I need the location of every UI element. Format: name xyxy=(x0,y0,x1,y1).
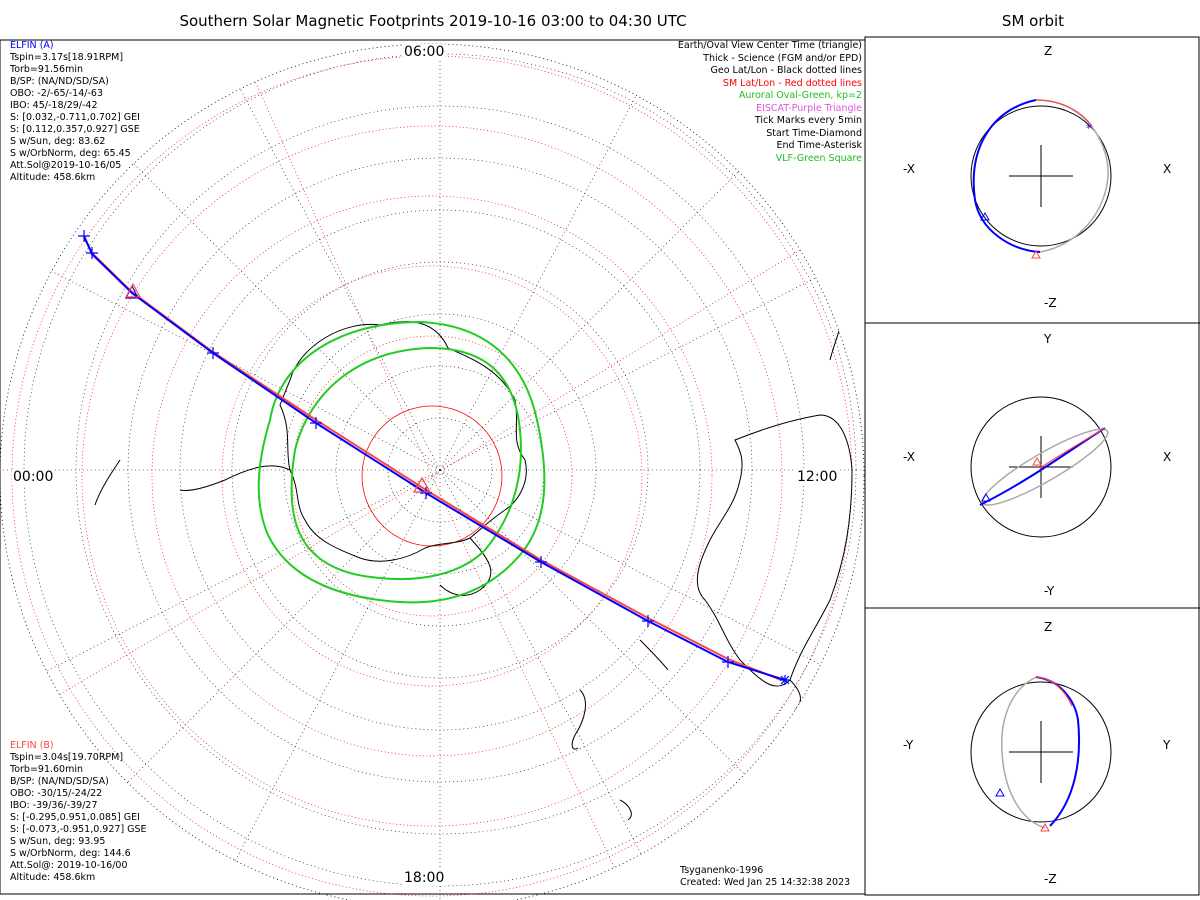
orbit-panel-xy xyxy=(970,396,1112,538)
panel1-bottom-label: -Z xyxy=(1044,296,1057,310)
legend-item: Auroral Oval-Green, kp=2 xyxy=(738,90,862,101)
elfin-a-line: S: [0.112,0.357,0.927] GSE xyxy=(10,124,140,135)
elfin-a-line: Altitude: 458.6km xyxy=(10,172,96,183)
mlt-label-right: 12:00 xyxy=(796,469,839,485)
svg-text:*: * xyxy=(1086,122,1092,135)
elfin-a-line: B/SP: (NA/ND/SD/SA) xyxy=(10,76,109,87)
elfin-b-line: S w/Sun, deg: 93.95 xyxy=(10,836,106,847)
elfin-a-info: ELFIN (A) Tspin=3.17s[18.91RPM] Torb=91.… xyxy=(10,40,140,184)
elfin-b-line: Tspin=3.04s[19.70RPM] xyxy=(10,752,124,763)
orbit-panel-xz: * xyxy=(970,99,1112,259)
elfin-a-line: IBO: 45/-18/29/-42 xyxy=(10,100,98,111)
elfin-a-line: OBO: -2/-65/-14/-63 xyxy=(10,88,103,99)
legend-item: Earth/Oval View Center Time (triangle) xyxy=(677,40,862,51)
panel2-top-label: Y xyxy=(1044,332,1052,346)
legend-item: Tick Marks every 5min xyxy=(754,115,862,126)
mlt-label-bottom: 18:00 xyxy=(403,870,446,886)
model-label: Tsyganenko-1996 xyxy=(680,865,764,876)
elfin-a-line: S: [0.032,-0.711,0.702] GEI xyxy=(10,112,140,123)
elfin-a-line: Torb=91.56min xyxy=(10,64,84,75)
view-center-triangle xyxy=(412,476,432,493)
elfin-b-line: Att.Sol@: 2019-10-16/00 xyxy=(10,860,128,871)
orbit-frame xyxy=(864,36,1200,896)
created-label: Created: Wed Jan 25 14:32:38 2023 xyxy=(680,877,851,888)
credits: Tsyganenko-1996 Created: Wed Jan 25 14:3… xyxy=(680,865,850,889)
elfin-b-line: S w/OrbNorm, deg: 144.6 xyxy=(10,848,131,859)
elfin-b-line: S: [-0.295,0.951,0.085] GEI xyxy=(10,812,140,823)
legend-item: Start Time-Diamond xyxy=(766,127,862,139)
elfin-b-line: S: [-0.073,-0.951,0.927] GSE xyxy=(10,824,147,835)
plot-title: Southern Solar Magnetic Footprints 2019-… xyxy=(179,12,687,30)
panel1-top-label: Z xyxy=(1044,44,1053,58)
panel3-bottom-label: -Z xyxy=(1044,872,1057,886)
elfin-b-footprint xyxy=(83,236,782,681)
elfin-b-info: ELFIN (B) Tspin=3.04s[19.70RPM] Torb=91.… xyxy=(10,740,147,884)
elfin-a-line: Tspin=3.17s[18.91RPM] xyxy=(10,52,124,63)
orbit-panel-yz xyxy=(970,676,1112,832)
map-boundary xyxy=(0,43,865,900)
elfin-a-name: ELFIN (A) xyxy=(10,40,54,51)
elfin-a-line: S w/OrbNorm, deg: 65.45 xyxy=(10,148,131,159)
coastlines xyxy=(94,59,853,821)
elfin-a-line: Att.Sol@2019-10-16/05 xyxy=(10,160,122,171)
legend-item: EISCAT-Purple Triangle xyxy=(756,102,862,114)
mlt-label-left: 00:00 xyxy=(12,469,55,485)
panel2-bottom-label: -Y xyxy=(1044,584,1055,598)
elfin-b-line: Torb=91.60min xyxy=(10,764,84,775)
legend-item: Thick - Science (FGM and/or EPD) xyxy=(703,52,862,64)
panel3-top-label: Z xyxy=(1044,620,1053,634)
panel1-left-label: -X xyxy=(903,162,915,176)
elfin-b-line: B/SP: (NA/ND/SD/SA) xyxy=(10,776,109,787)
elfin-b-name: ELFIN (B) xyxy=(10,740,54,751)
legend-item: VLF-Green Square xyxy=(775,152,862,164)
panel2-left-label: -X xyxy=(903,450,915,464)
elfin-a-ticks xyxy=(78,230,734,668)
elfin-b-line: IBO: -39/36/-39/27 xyxy=(10,800,98,811)
auroral-oval-outer xyxy=(257,320,546,604)
elfin-a-line: S w/Sun, deg: 83.62 xyxy=(10,136,106,147)
legend: Earth/Oval View Center Time (triangle) T… xyxy=(678,40,862,165)
panel3-left-label: -Y xyxy=(903,738,914,752)
elfin-b-line: OBO: -30/15/-24/22 xyxy=(10,788,103,799)
panel1-right-label: X xyxy=(1163,162,1172,176)
panel2-right-label: X xyxy=(1163,450,1172,464)
orbit-title: SM orbit xyxy=(1001,12,1065,30)
mlt-label-top: 06:00 xyxy=(403,44,446,60)
legend-item: Geo Lat/Lon - Black dotted lines xyxy=(710,65,862,76)
legend-item: End Time-Asterisk xyxy=(776,140,862,151)
elfin-b-line: Altitude: 458.6km xyxy=(10,872,96,883)
auroral-oval-inner xyxy=(290,346,522,581)
elfin-a-footprint xyxy=(83,235,786,681)
legend-item: SM Lat/Lon - Red dotted lines xyxy=(722,77,862,89)
end-asterisk xyxy=(780,675,790,685)
elfin-b-triangle xyxy=(124,282,142,298)
panel3-right-label: Y xyxy=(1163,738,1171,752)
